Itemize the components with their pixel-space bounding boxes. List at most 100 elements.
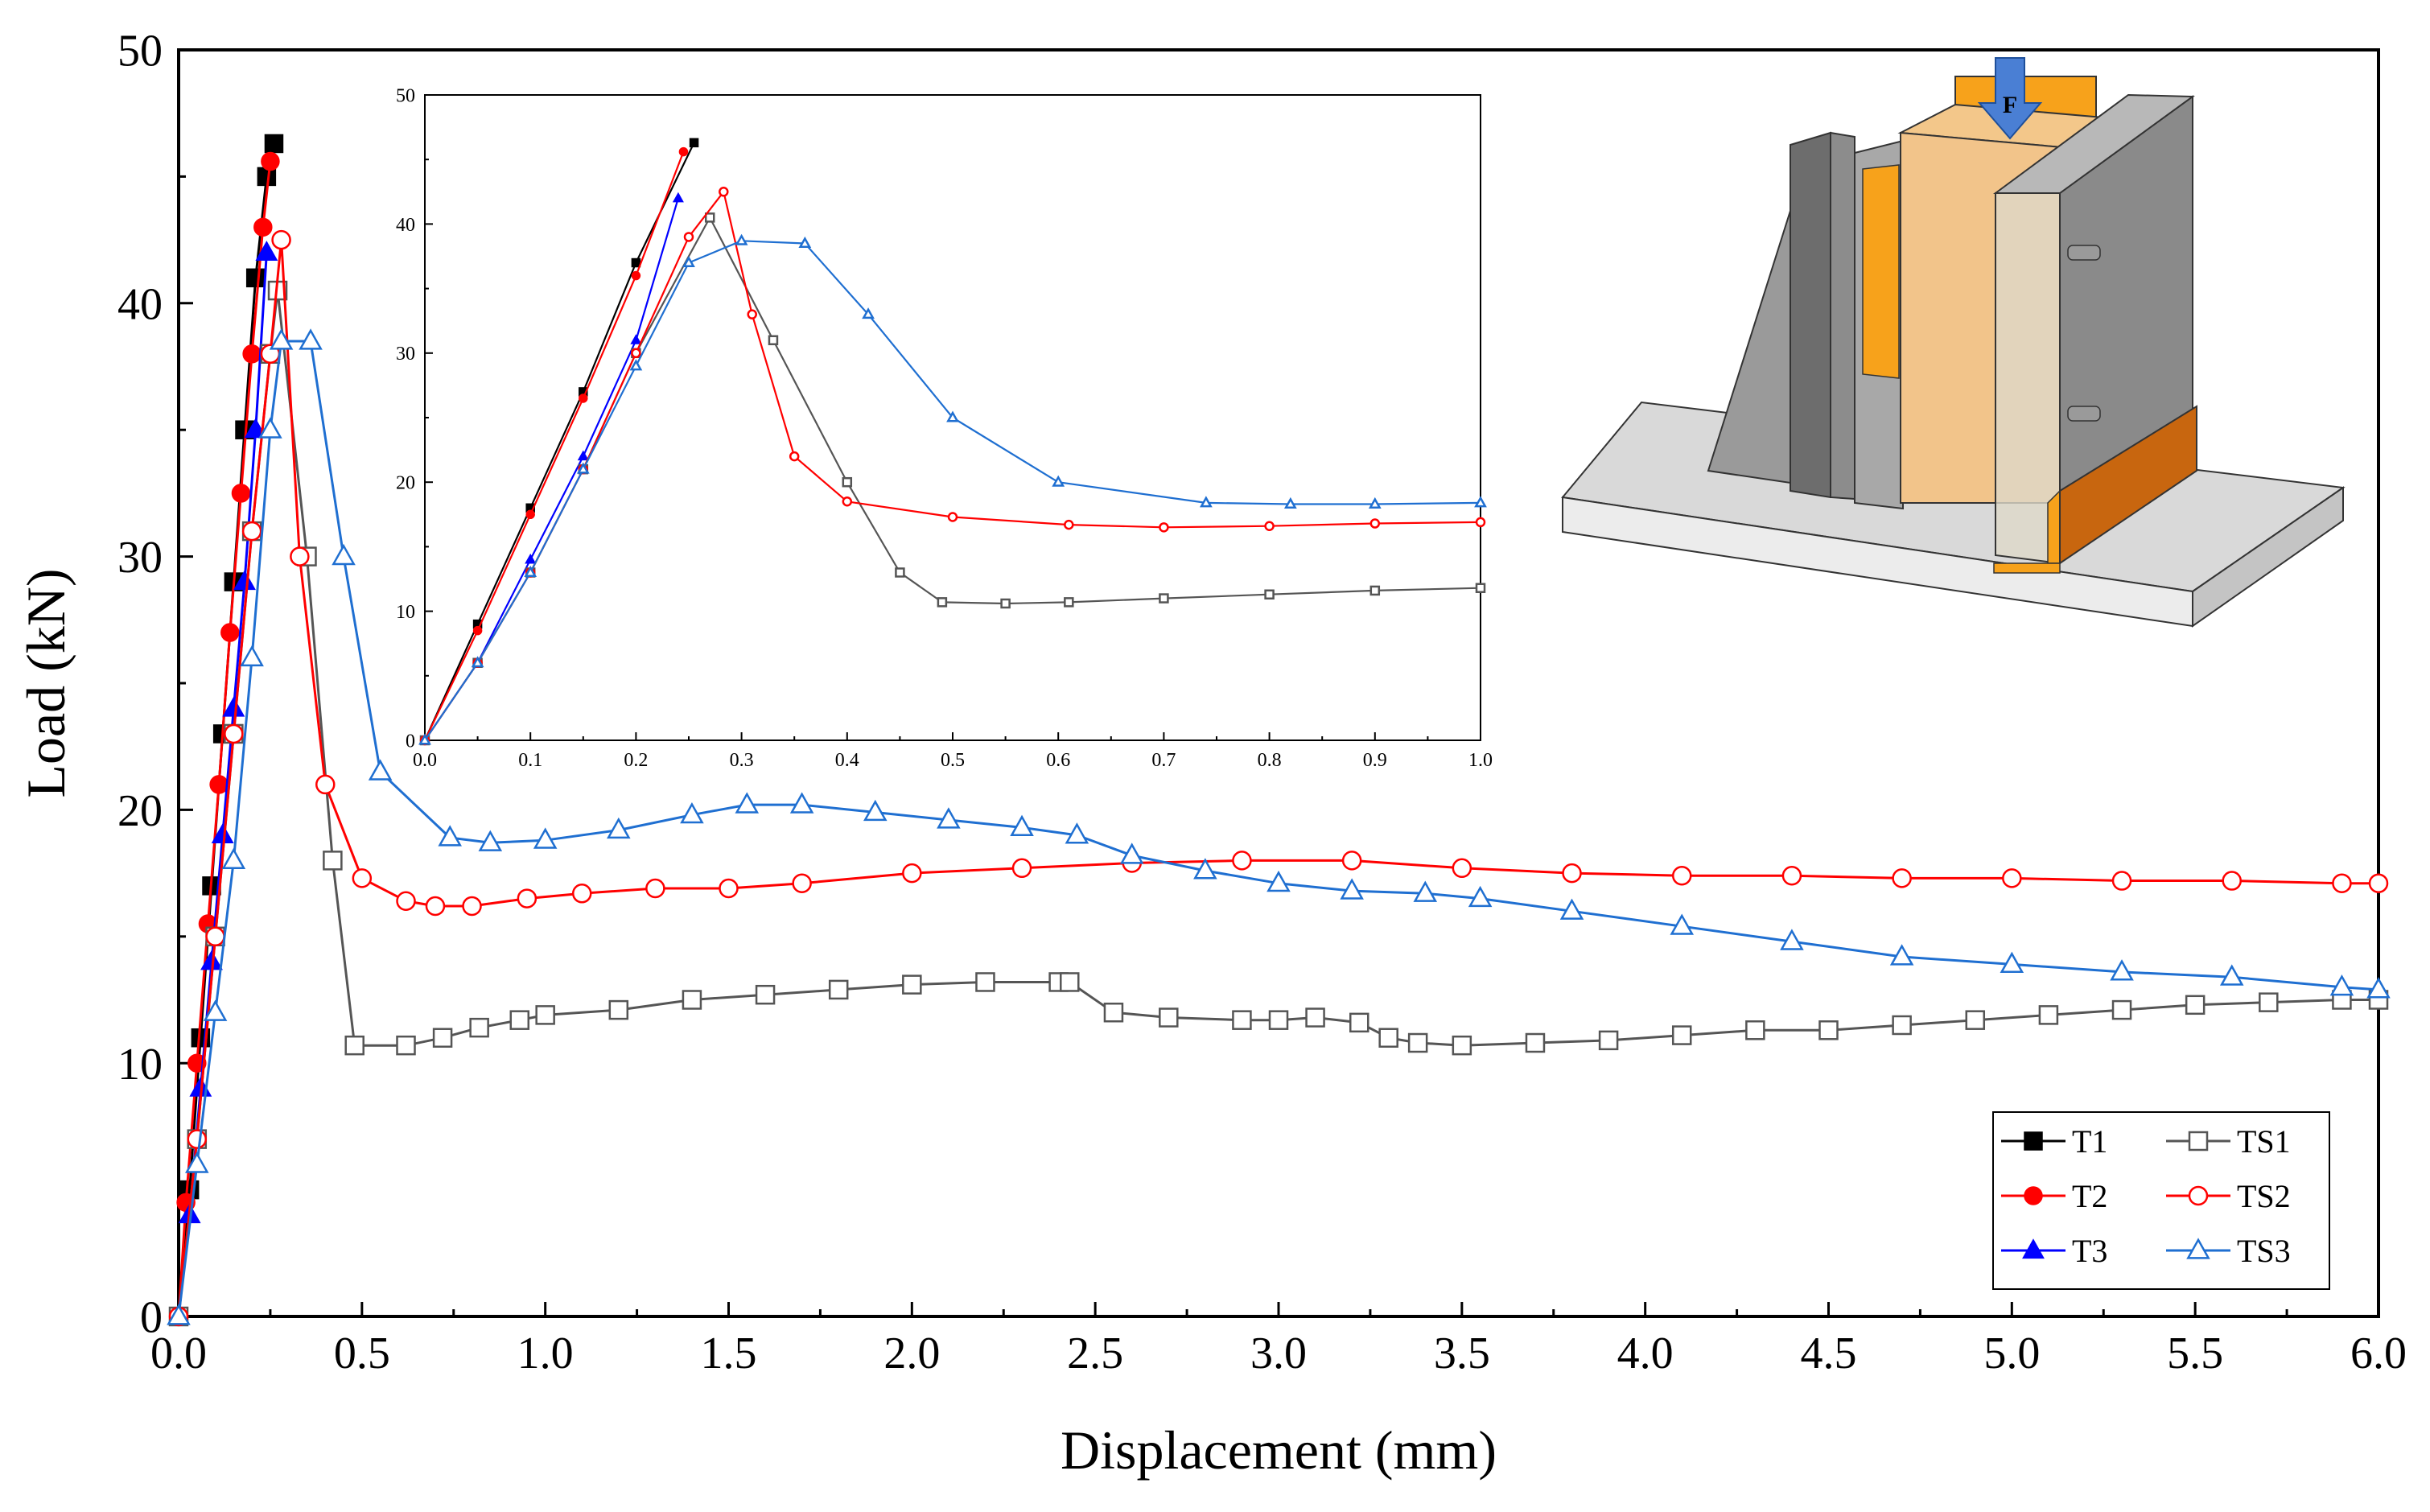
data-point xyxy=(631,270,641,281)
data-point xyxy=(1452,1035,1472,1056)
data-point xyxy=(902,863,922,884)
data-point xyxy=(509,1010,530,1030)
legend: T1 TS1 T2 TS2 T3 TS3 xyxy=(1992,1111,2330,1290)
series-line-t1 xyxy=(423,142,695,741)
data-point xyxy=(472,625,483,636)
x-axis-title: Displacement (mm) xyxy=(1061,1419,1497,1481)
data-point xyxy=(1341,851,1362,871)
timber-strip-front xyxy=(2047,489,2061,564)
data-point xyxy=(432,1028,453,1048)
data-point xyxy=(1781,865,1802,886)
data-point xyxy=(2110,959,2134,981)
data-point xyxy=(755,984,776,1005)
data-point xyxy=(747,309,757,319)
data-point xyxy=(842,476,853,488)
x-tick-label: 0.0 xyxy=(413,750,437,771)
legend-item-t1: T1 xyxy=(2001,1123,2107,1160)
x-tick-label: 0.2 xyxy=(624,750,648,771)
data-point xyxy=(672,192,684,203)
data-point xyxy=(1199,496,1213,508)
data-point xyxy=(1818,1020,1839,1040)
data-point xyxy=(245,268,266,288)
data-point xyxy=(1000,598,1011,609)
y-axis-title: Load (kN) xyxy=(15,568,76,797)
specimen-diagram: F xyxy=(1561,57,2346,628)
legend-item-ts1: TS1 xyxy=(2166,1123,2291,1160)
data-point xyxy=(184,1152,209,1173)
data-point xyxy=(2329,974,2354,996)
data-point xyxy=(221,847,246,869)
x-tick-label: 0.4 xyxy=(835,750,859,771)
data-point xyxy=(1378,1028,1398,1048)
data-point xyxy=(167,1304,191,1325)
data-point xyxy=(1475,517,1486,528)
legend-label: TS3 xyxy=(2237,1233,2291,1269)
legend-item-t2: T2 xyxy=(2001,1178,2107,1214)
y-tick-label: 40 xyxy=(117,279,163,329)
series-ts3 xyxy=(167,328,2391,1325)
data-point xyxy=(344,1035,364,1056)
data-point xyxy=(533,827,558,849)
data-point xyxy=(1468,885,1493,908)
data-point xyxy=(895,567,905,578)
data-point xyxy=(682,255,695,268)
data-point xyxy=(1266,870,1291,892)
x-tick-label: 2.0 xyxy=(883,1329,940,1378)
data-point xyxy=(768,335,779,346)
legend-marker xyxy=(2188,1131,2209,1152)
data-point xyxy=(789,451,800,462)
data-point xyxy=(462,896,482,917)
legend-label: TS2 xyxy=(2237,1178,2291,1214)
data-point xyxy=(271,229,291,250)
data-point xyxy=(425,896,446,917)
x-tick-label: 4.0 xyxy=(1617,1329,1674,1378)
data-point xyxy=(2259,992,2279,1012)
data-point xyxy=(2332,873,2352,893)
y-tick-label: 0 xyxy=(406,731,415,752)
legend-label: T1 xyxy=(2072,1123,2107,1160)
data-point xyxy=(517,888,537,908)
steel-plate-left xyxy=(1790,131,1831,499)
data-point xyxy=(1268,1010,1289,1030)
data-point xyxy=(1369,585,1381,596)
data-point xyxy=(368,759,393,781)
data-point xyxy=(1407,1032,1428,1053)
data-point xyxy=(1413,880,1438,902)
data-point xyxy=(1965,1010,1986,1030)
data-point xyxy=(1193,858,1217,880)
data-point xyxy=(524,565,537,577)
y-tick-label: 10 xyxy=(117,1040,163,1090)
data-point xyxy=(222,696,245,717)
legend-label: TS1 xyxy=(2237,1123,2291,1160)
legend-marker xyxy=(2024,1186,2043,1205)
data-point xyxy=(1892,1015,1912,1036)
data-point xyxy=(2185,995,2206,1016)
data-point xyxy=(478,830,503,851)
data-point xyxy=(1011,858,1032,879)
data-point xyxy=(1010,814,1034,837)
x-tick-label: 4.5 xyxy=(1801,1329,1857,1378)
data-point xyxy=(719,187,729,197)
data-point xyxy=(678,146,689,157)
data-point xyxy=(1889,944,1914,966)
data-point xyxy=(269,328,294,350)
data-point xyxy=(418,733,431,745)
data-point xyxy=(792,873,812,893)
data-point xyxy=(828,979,849,1000)
data-point xyxy=(535,1005,555,1025)
data-point xyxy=(975,972,995,992)
data-point xyxy=(2222,871,2242,891)
legend-item-ts2: TS2 xyxy=(2166,1178,2291,1214)
legend-label: T2 xyxy=(2072,1178,2107,1214)
data-point xyxy=(631,348,641,359)
x-tick-label: 2.5 xyxy=(1067,1329,1123,1378)
y-tick-label: 30 xyxy=(396,344,415,365)
data-point xyxy=(1562,863,1582,884)
data-point xyxy=(396,891,416,911)
data-point xyxy=(396,1035,416,1056)
legend-label: T3 xyxy=(2072,1233,2107,1269)
data-point xyxy=(579,393,588,403)
data-point xyxy=(1065,822,1089,844)
x-tick-label: 0.1 xyxy=(518,750,542,771)
data-point xyxy=(2038,1005,2059,1025)
